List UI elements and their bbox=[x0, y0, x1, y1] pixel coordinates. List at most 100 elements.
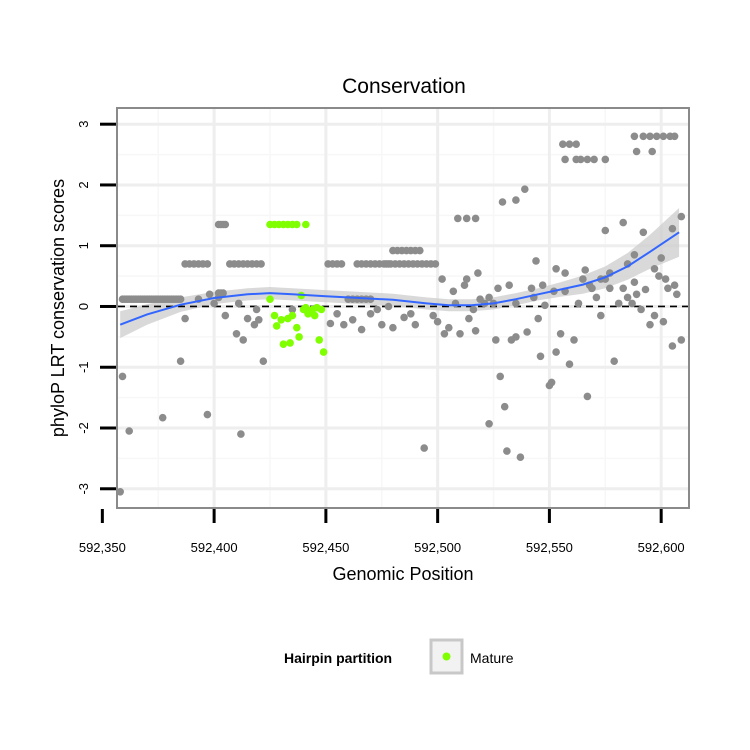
data-point-other bbox=[219, 289, 227, 297]
data-point-mature bbox=[315, 336, 324, 344]
data-point-other bbox=[630, 132, 639, 141]
data-point-other bbox=[659, 132, 668, 141]
data-point-other bbox=[597, 311, 605, 320]
data-point-other bbox=[610, 357, 618, 366]
data-point-other bbox=[664, 284, 672, 293]
legend: Hairpin partition Mature bbox=[284, 638, 514, 675]
data-point-other bbox=[407, 310, 415, 318]
data-point-mature bbox=[288, 311, 297, 320]
data-point-other bbox=[673, 290, 681, 299]
data-point-other bbox=[254, 316, 263, 324]
data-point-other bbox=[650, 265, 659, 273]
data-point-other bbox=[648, 147, 656, 156]
data-point-other bbox=[471, 214, 480, 223]
data-point-other bbox=[454, 214, 462, 223]
data-point-other bbox=[221, 311, 230, 320]
data-point-other bbox=[590, 155, 598, 164]
data-point-other bbox=[416, 246, 424, 255]
data-point-other bbox=[639, 132, 648, 141]
data-point-other bbox=[326, 319, 335, 328]
y-tick-label: 3 bbox=[76, 121, 91, 128]
data-point-other bbox=[440, 330, 449, 338]
data-point-mature bbox=[302, 220, 310, 229]
data-point-other bbox=[579, 275, 587, 283]
data-point-other bbox=[677, 212, 686, 221]
x-axis-title: Genomic Position bbox=[332, 564, 473, 584]
data-point-other bbox=[570, 336, 578, 344]
data-point-other bbox=[536, 352, 545, 361]
data-point-mature bbox=[266, 295, 274, 304]
data-point-mature bbox=[270, 311, 279, 320]
data-point-other bbox=[116, 488, 124, 496]
data-point-other bbox=[474, 269, 482, 277]
data-point-other bbox=[357, 325, 366, 334]
data-point-other bbox=[250, 320, 259, 329]
data-point-other bbox=[232, 330, 241, 338]
data-point-other bbox=[561, 155, 569, 164]
data-point-other bbox=[494, 284, 502, 293]
data-point-other bbox=[492, 336, 500, 344]
data-point-mature bbox=[302, 303, 310, 312]
data-point-other bbox=[527, 284, 536, 293]
data-point-mature bbox=[277, 316, 286, 324]
y-tick-label: -3 bbox=[76, 483, 91, 495]
data-point-other bbox=[431, 260, 440, 268]
x-tick-label: 592,400 bbox=[191, 540, 238, 555]
data-point-other bbox=[516, 453, 525, 462]
smooth-trend-line bbox=[119, 231, 680, 326]
data-point-other bbox=[534, 314, 542, 323]
data-point-other bbox=[373, 305, 382, 314]
data-point-other bbox=[243, 314, 252, 323]
data-point-other bbox=[203, 260, 212, 268]
data-point-other bbox=[512, 299, 520, 308]
data-point-other bbox=[465, 314, 473, 323]
data-point-other bbox=[485, 420, 493, 428]
data-point-other bbox=[449, 287, 458, 296]
data-point-other bbox=[592, 293, 601, 302]
data-point-mature bbox=[293, 323, 301, 332]
data-point-other bbox=[655, 272, 663, 280]
data-point-other bbox=[438, 275, 446, 283]
data-point-other bbox=[552, 265, 560, 273]
data-point-other bbox=[628, 299, 636, 308]
data-point-other bbox=[565, 140, 574, 148]
data-point-other bbox=[521, 185, 529, 193]
data-point-other bbox=[176, 357, 185, 366]
x-axis: 592,350 592,400 592,450 592,500 592,550 592,6… bbox=[79, 509, 685, 555]
data-point-other bbox=[400, 313, 408, 322]
data-point-other bbox=[576, 155, 585, 164]
x-tick-label: 592,550 bbox=[526, 540, 573, 555]
data-point-other bbox=[384, 302, 393, 311]
points-other bbox=[116, 132, 686, 496]
data-point-other bbox=[234, 299, 243, 308]
data-point-other bbox=[541, 301, 549, 310]
plot-panel bbox=[116, 107, 690, 509]
data-point-other bbox=[221, 220, 230, 229]
data-point-mature bbox=[317, 305, 326, 314]
data-point-mature bbox=[272, 322, 281, 330]
data-point-other bbox=[632, 147, 641, 156]
data-point-other bbox=[619, 284, 627, 293]
data-point-other bbox=[237, 430, 245, 438]
data-point-other bbox=[606, 284, 614, 293]
data-point-other bbox=[460, 281, 469, 290]
data-point-other bbox=[205, 290, 214, 299]
data-point-other bbox=[659, 317, 668, 326]
data-point-other bbox=[639, 228, 648, 237]
data-point-other bbox=[203, 410, 212, 419]
data-point-other bbox=[125, 427, 133, 435]
y-tick-label: 2 bbox=[76, 181, 91, 188]
data-point-other bbox=[340, 320, 348, 329]
x-tick-label: 592,600 bbox=[638, 540, 685, 555]
data-point-other bbox=[601, 226, 610, 235]
data-point-other bbox=[657, 254, 665, 262]
x-tick-label: 592,500 bbox=[414, 540, 461, 555]
data-point-other bbox=[581, 266, 589, 274]
data-point-other bbox=[366, 310, 375, 318]
data-point-other bbox=[498, 198, 507, 206]
data-point-other bbox=[668, 342, 677, 350]
data-point-other bbox=[456, 330, 464, 338]
data-point-other bbox=[333, 310, 341, 318]
data-point-other bbox=[500, 402, 509, 411]
